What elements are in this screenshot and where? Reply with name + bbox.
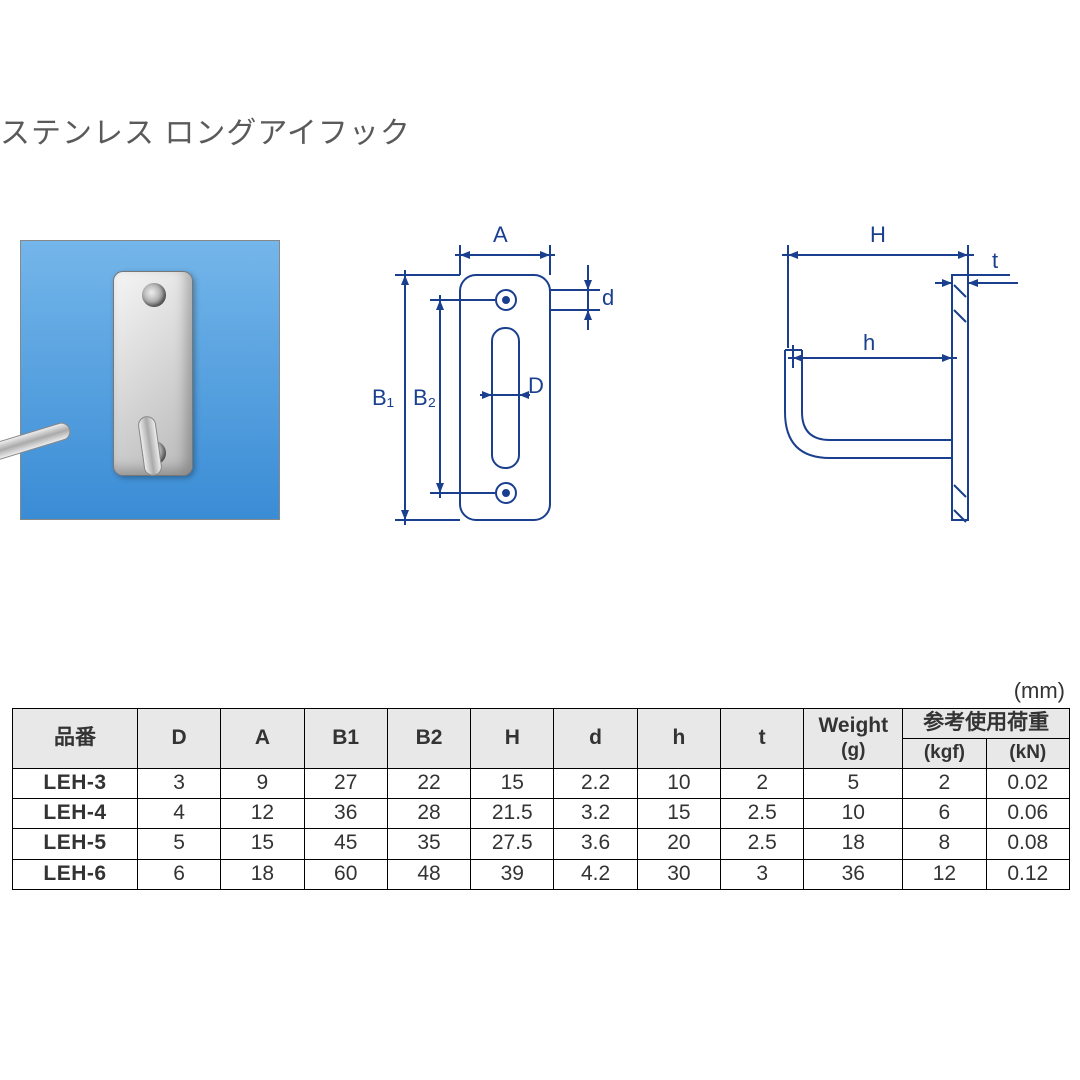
cell-kN: 0.02 xyxy=(986,769,1069,799)
cell-D: 6 xyxy=(137,859,220,889)
th-pn: 品番 xyxy=(13,709,138,769)
th-weight: Weight (g) xyxy=(804,709,903,769)
cell-H: 39 xyxy=(471,859,554,889)
cell-h: 30 xyxy=(637,859,720,889)
cell-B2: 48 xyxy=(387,859,470,889)
diagram-front: A d D B₁ B₂ xyxy=(340,230,670,560)
cell-H: 21.5 xyxy=(471,799,554,829)
unit-label: (mm) xyxy=(1014,678,1065,704)
th-kN: (kN) xyxy=(986,739,1069,769)
cell-d: 4.2 xyxy=(554,859,637,889)
cell-kgf: 8 xyxy=(903,829,986,859)
cell-kgf: 2 xyxy=(903,769,986,799)
cell-B2: 35 xyxy=(387,829,470,859)
cell-pn: LEH-6 xyxy=(13,859,138,889)
dim-label-B1: B₁ xyxy=(372,385,394,411)
dim-label-A: A xyxy=(493,222,508,248)
cell-w: 18 xyxy=(804,829,903,859)
cell-kN: 0.06 xyxy=(986,799,1069,829)
dim-label-h: h xyxy=(863,330,875,356)
cell-D: 4 xyxy=(137,799,220,829)
figure-row: A d D B₁ B₂ xyxy=(20,230,1060,560)
cell-A: 15 xyxy=(221,829,304,859)
cell-d: 2.2 xyxy=(554,769,637,799)
cell-t: 3 xyxy=(721,859,804,889)
cell-A: 12 xyxy=(221,799,304,829)
cell-B2: 22 xyxy=(387,769,470,799)
cell-kN: 0.08 xyxy=(986,829,1069,859)
cell-pn: LEH-3 xyxy=(13,769,138,799)
cell-B1: 27 xyxy=(304,769,387,799)
cell-w: 5 xyxy=(804,769,903,799)
th-ref-load: 参考使用荷重 xyxy=(903,709,1070,739)
cell-kgf: 12 xyxy=(903,859,986,889)
dim-label-d: d xyxy=(602,285,614,311)
cell-B1: 36 xyxy=(304,799,387,829)
th-A: A xyxy=(221,709,304,769)
cell-kgf: 6 xyxy=(903,799,986,829)
th-kgf: (kgf) xyxy=(903,739,986,769)
cell-d: 3.6 xyxy=(554,829,637,859)
page-title: ステンレス ロングアイフック xyxy=(0,108,411,152)
product-photo xyxy=(20,240,280,520)
cell-pn: LEH-4 xyxy=(13,799,138,829)
cell-B1: 45 xyxy=(304,829,387,859)
cell-h: 10 xyxy=(637,769,720,799)
cell-B2: 28 xyxy=(387,799,470,829)
dim-label-D: D xyxy=(528,373,544,399)
table-row: LEH-5515453527.53.6202.51880.08 xyxy=(13,829,1070,859)
dim-label-t: t xyxy=(992,248,998,274)
cell-h: 20 xyxy=(637,829,720,859)
cell-w: 36 xyxy=(804,859,903,889)
th-t: t xyxy=(721,709,804,769)
table-row: LEH-4412362821.53.2152.51060.06 xyxy=(13,799,1070,829)
cell-t: 2.5 xyxy=(721,829,804,859)
cell-w: 10 xyxy=(804,799,903,829)
dim-label-B2: B₂ xyxy=(413,385,436,411)
cell-D: 3 xyxy=(137,769,220,799)
th-H: H xyxy=(471,709,554,769)
th-B2: B2 xyxy=(387,709,470,769)
cell-H: 27.5 xyxy=(471,829,554,859)
cell-A: 9 xyxy=(221,769,304,799)
th-d: d xyxy=(554,709,637,769)
cell-pn: LEH-5 xyxy=(13,829,138,859)
cell-d: 3.2 xyxy=(554,799,637,829)
cell-D: 5 xyxy=(137,829,220,859)
diagram-side: H t h xyxy=(730,230,1060,560)
dim-label-H: H xyxy=(870,222,886,248)
spec-table: 品番 D A B1 B2 H d h t Weight (g) 参考使用荷重 (… xyxy=(12,708,1070,890)
cell-B1: 60 xyxy=(304,859,387,889)
cell-kN: 0.12 xyxy=(986,859,1069,889)
th-h: h xyxy=(637,709,720,769)
cell-h: 15 xyxy=(637,799,720,829)
cell-t: 2.5 xyxy=(721,799,804,829)
table-row: LEH-3392722152.2102520.02 xyxy=(13,769,1070,799)
cell-A: 18 xyxy=(221,859,304,889)
th-D: D xyxy=(137,709,220,769)
table-row: LEH-66186048394.230336120.12 xyxy=(13,859,1070,889)
cell-t: 2 xyxy=(721,769,804,799)
cell-H: 15 xyxy=(471,769,554,799)
th-B1: B1 xyxy=(304,709,387,769)
